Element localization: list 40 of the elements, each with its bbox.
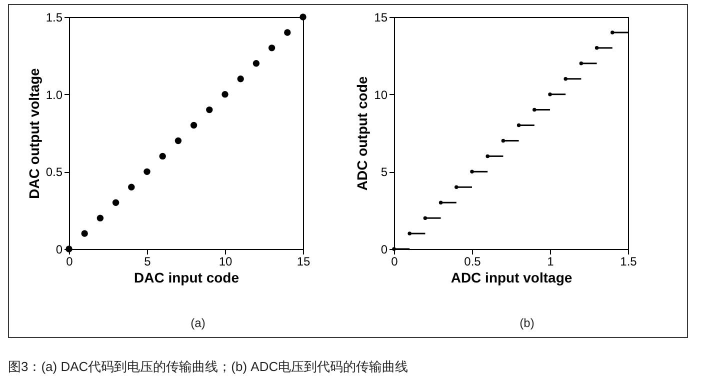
point — [96, 214, 104, 222]
point — [128, 184, 135, 190]
x-axis-title: ADC input voltage — [450, 270, 572, 286]
point — [112, 199, 120, 206]
y-tick-label: 0.5 — [46, 165, 63, 180]
point — [174, 137, 182, 144]
y-axis-title: DAC output voltage — [26, 68, 42, 199]
x-tick-label: 0 — [66, 254, 74, 268]
point — [159, 152, 166, 160]
y-tick-label: 15 — [374, 10, 388, 24]
x-axis-title: DAC input code — [134, 270, 240, 286]
point — [392, 247, 396, 251]
x-tick-label: 5 — [144, 254, 152, 268]
point — [66, 246, 72, 252]
y-tick-label: 1.5 — [46, 10, 63, 24]
x-tick-label: 0.5 — [464, 254, 482, 268]
x-tick-label: 10 — [218, 254, 232, 268]
y-tick-label: 5 — [380, 165, 388, 180]
x-tick-label: 15 — [296, 254, 310, 268]
point — [252, 60, 260, 67]
caption: 图3：(a) DAC代码到电压的传输曲线；(b) ADC电压到代码的传输曲线 — [8, 358, 408, 376]
point — [268, 44, 276, 52]
x-tick-label: 1 — [547, 254, 554, 268]
point — [190, 122, 198, 129]
x-tick-label: 1.5 — [620, 254, 638, 268]
point — [144, 168, 150, 176]
y-tick-label: 0 — [380, 242, 388, 256]
y-tick-label: 0 — [56, 242, 63, 256]
y-axis-title: ADC output code — [354, 76, 370, 191]
y-tick-label: 1.0 — [46, 88, 63, 102]
x-tick-label: 0 — [391, 254, 398, 268]
point — [300, 14, 306, 20]
point — [237, 76, 244, 82]
point — [222, 90, 228, 98]
point — [284, 29, 291, 36]
text: (a) — [190, 316, 206, 330]
point — [81, 230, 88, 237]
text: (b) — [520, 316, 534, 330]
y-tick-label: 10 — [374, 88, 388, 102]
point — [206, 106, 213, 114]
